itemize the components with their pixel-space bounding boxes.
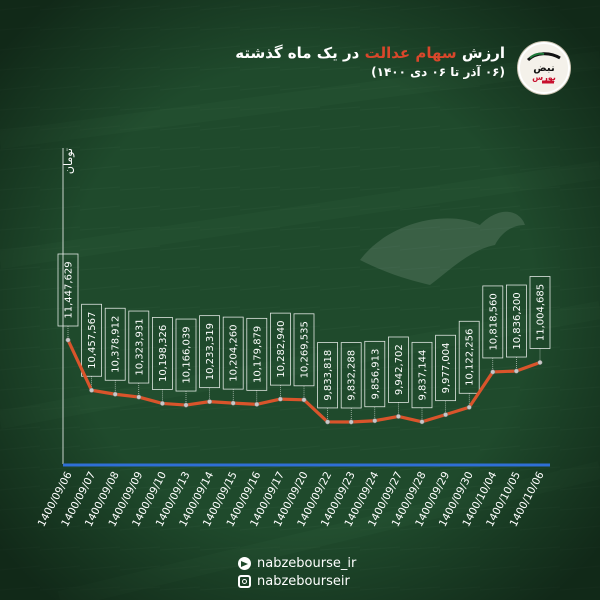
data-label: 10,323,931 [134,318,145,375]
data-point [89,387,95,393]
data-label: 10,269,535 [300,321,311,378]
data-label: 10,179,879 [252,326,263,383]
instagram-icon [238,575,251,588]
data-point [419,419,425,425]
data-label: 9,856,913 [370,349,381,400]
data-label: 9,837,144 [418,350,429,401]
data-point [537,360,543,365]
data-label: 10,818,560 [488,293,499,350]
data-point [207,399,213,405]
data-point [65,337,71,343]
data-label: 11,004,685 [536,284,547,341]
data-label: 9,977,004 [441,343,452,394]
data-label: 10,198,326 [158,325,169,382]
data-point [112,391,118,397]
data-point [159,400,165,406]
data-point [254,401,260,407]
page-title: ارزش سهام عدالت در یک ماه گذشته [20,44,505,62]
data-label: 9,833,818 [323,350,334,401]
data-label: 9,832,288 [347,350,358,401]
instagram-handle[interactable]: nabzebourseir [238,574,350,589]
data-point [301,397,307,403]
data-label: 10,457,567 [87,312,98,369]
data-label: 9,942,702 [394,344,405,395]
title-highlight: سهام عدالت [364,44,457,62]
data-label: 10,233,319 [205,323,216,380]
telegram-icon [238,557,251,570]
data-label: 10,204,260 [229,324,240,381]
data-label: 10,122,256 [465,329,476,386]
header: ارزش سهام عدالت در یک ماه گذشته (۰۶ آذر … [20,44,505,79]
data-label: 11,447,629 [64,261,75,318]
y-axis-label: تومان [62,148,75,174]
data-point [443,412,449,418]
data-point [183,402,189,408]
data-point [490,369,496,375]
data-point [325,419,331,425]
data-point [230,400,236,406]
data-point [466,404,472,410]
data-label: 10,166,039 [182,326,193,383]
title-prefix: ارزش [456,44,505,62]
date-range-subtitle: (۰۶ آذر تا ۰۶ دی ۱۴۰۰) [371,65,505,79]
title-suffix: در یک ماه گذشته [235,44,365,62]
data-label-box [364,340,386,408]
data-label: 10,282,940 [276,320,287,377]
telegram-handle[interactable]: nabzebourse_ir [238,556,356,571]
data-point [513,368,519,374]
data-point [395,413,401,419]
data-label: 10,836,200 [512,292,523,349]
data-point [136,394,142,400]
data-point [277,396,283,402]
data-point [348,419,354,425]
instagram-label: nabzebourseir [257,574,350,589]
data-label: 10,378,912 [111,316,122,373]
telegram-label: nabzebourse_ir [257,556,357,571]
data-point [372,418,378,424]
